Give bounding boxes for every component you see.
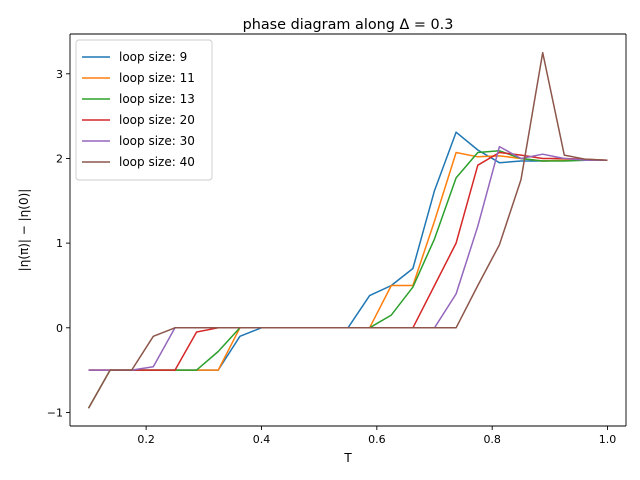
x-tick-label: 0.4	[253, 433, 271, 446]
x-tick-label: 0.2	[137, 433, 155, 446]
chart-title: phase diagram along Δ = 0.3	[243, 17, 454, 33]
legend-label: loop size: 11	[119, 71, 195, 85]
legend-label: loop size: 13	[119, 92, 195, 106]
y-tick-label: −1	[47, 406, 63, 419]
axes-frame	[69, 33, 627, 427]
legend-label: loop size: 20	[119, 113, 195, 127]
legend-box	[75, 39, 213, 181]
y-tick-label: 1	[56, 237, 63, 250]
legend-label: loop size: 30	[119, 134, 195, 148]
x-axis-ticks: 0.2 0.4 0.6 0.8 1.0	[137, 426, 616, 446]
y-tick-label: 2	[56, 152, 63, 165]
y-tick-label: 3	[56, 68, 63, 81]
x-tick-label: 0.6	[368, 433, 386, 446]
legend-label: loop size: 40	[119, 155, 195, 169]
x-tick-label: 0.8	[483, 433, 501, 446]
series-layer	[87, 51, 608, 409]
legend-label: loop size: 9	[119, 50, 187, 64]
y-axis-ticks: −1 0 1 2 3	[47, 68, 70, 419]
series-line-6	[87, 51, 608, 409]
x-tick-label: 1.0	[599, 433, 617, 446]
x-axis-label: T	[343, 451, 352, 465]
y-axis-label: |η(π)| − |η(0)|	[17, 189, 31, 272]
legend: loop size: 9 loop size: 11 loop size: 13 lo…	[75, 39, 213, 181]
y-tick-label: 0	[56, 322, 63, 335]
